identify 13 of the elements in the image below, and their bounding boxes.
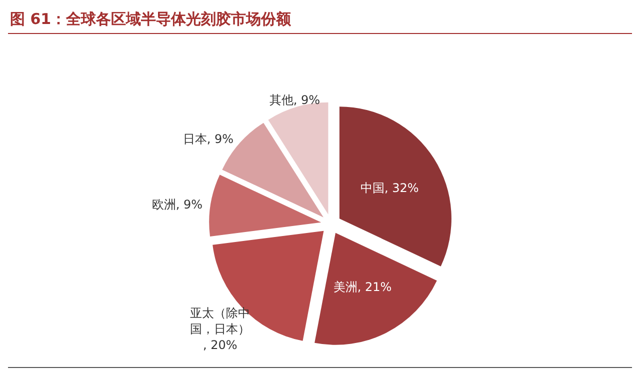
data-label: , 9% <box>206 132 234 146</box>
slice-label: 日本 <box>182 132 207 146</box>
slice-label: 欧洲 <box>152 198 176 212</box>
slice-label: 其他 <box>269 93 294 108</box>
data-label: , 21% <box>357 280 392 294</box>
data-label: , 32% <box>384 180 419 195</box>
slice-label: 亚太（除中国，日本） <box>190 306 250 336</box>
data-label: , 20% <box>203 338 238 352</box>
data-label: , 9% <box>176 198 203 212</box>
slice-label: 中国 <box>360 180 384 195</box>
data-label: , 9% <box>293 93 320 108</box>
slice-label: 美洲 <box>333 280 358 294</box>
chart-title: 图 61：全球各区域半导体光刻胶市场份额 <box>8 8 632 34</box>
